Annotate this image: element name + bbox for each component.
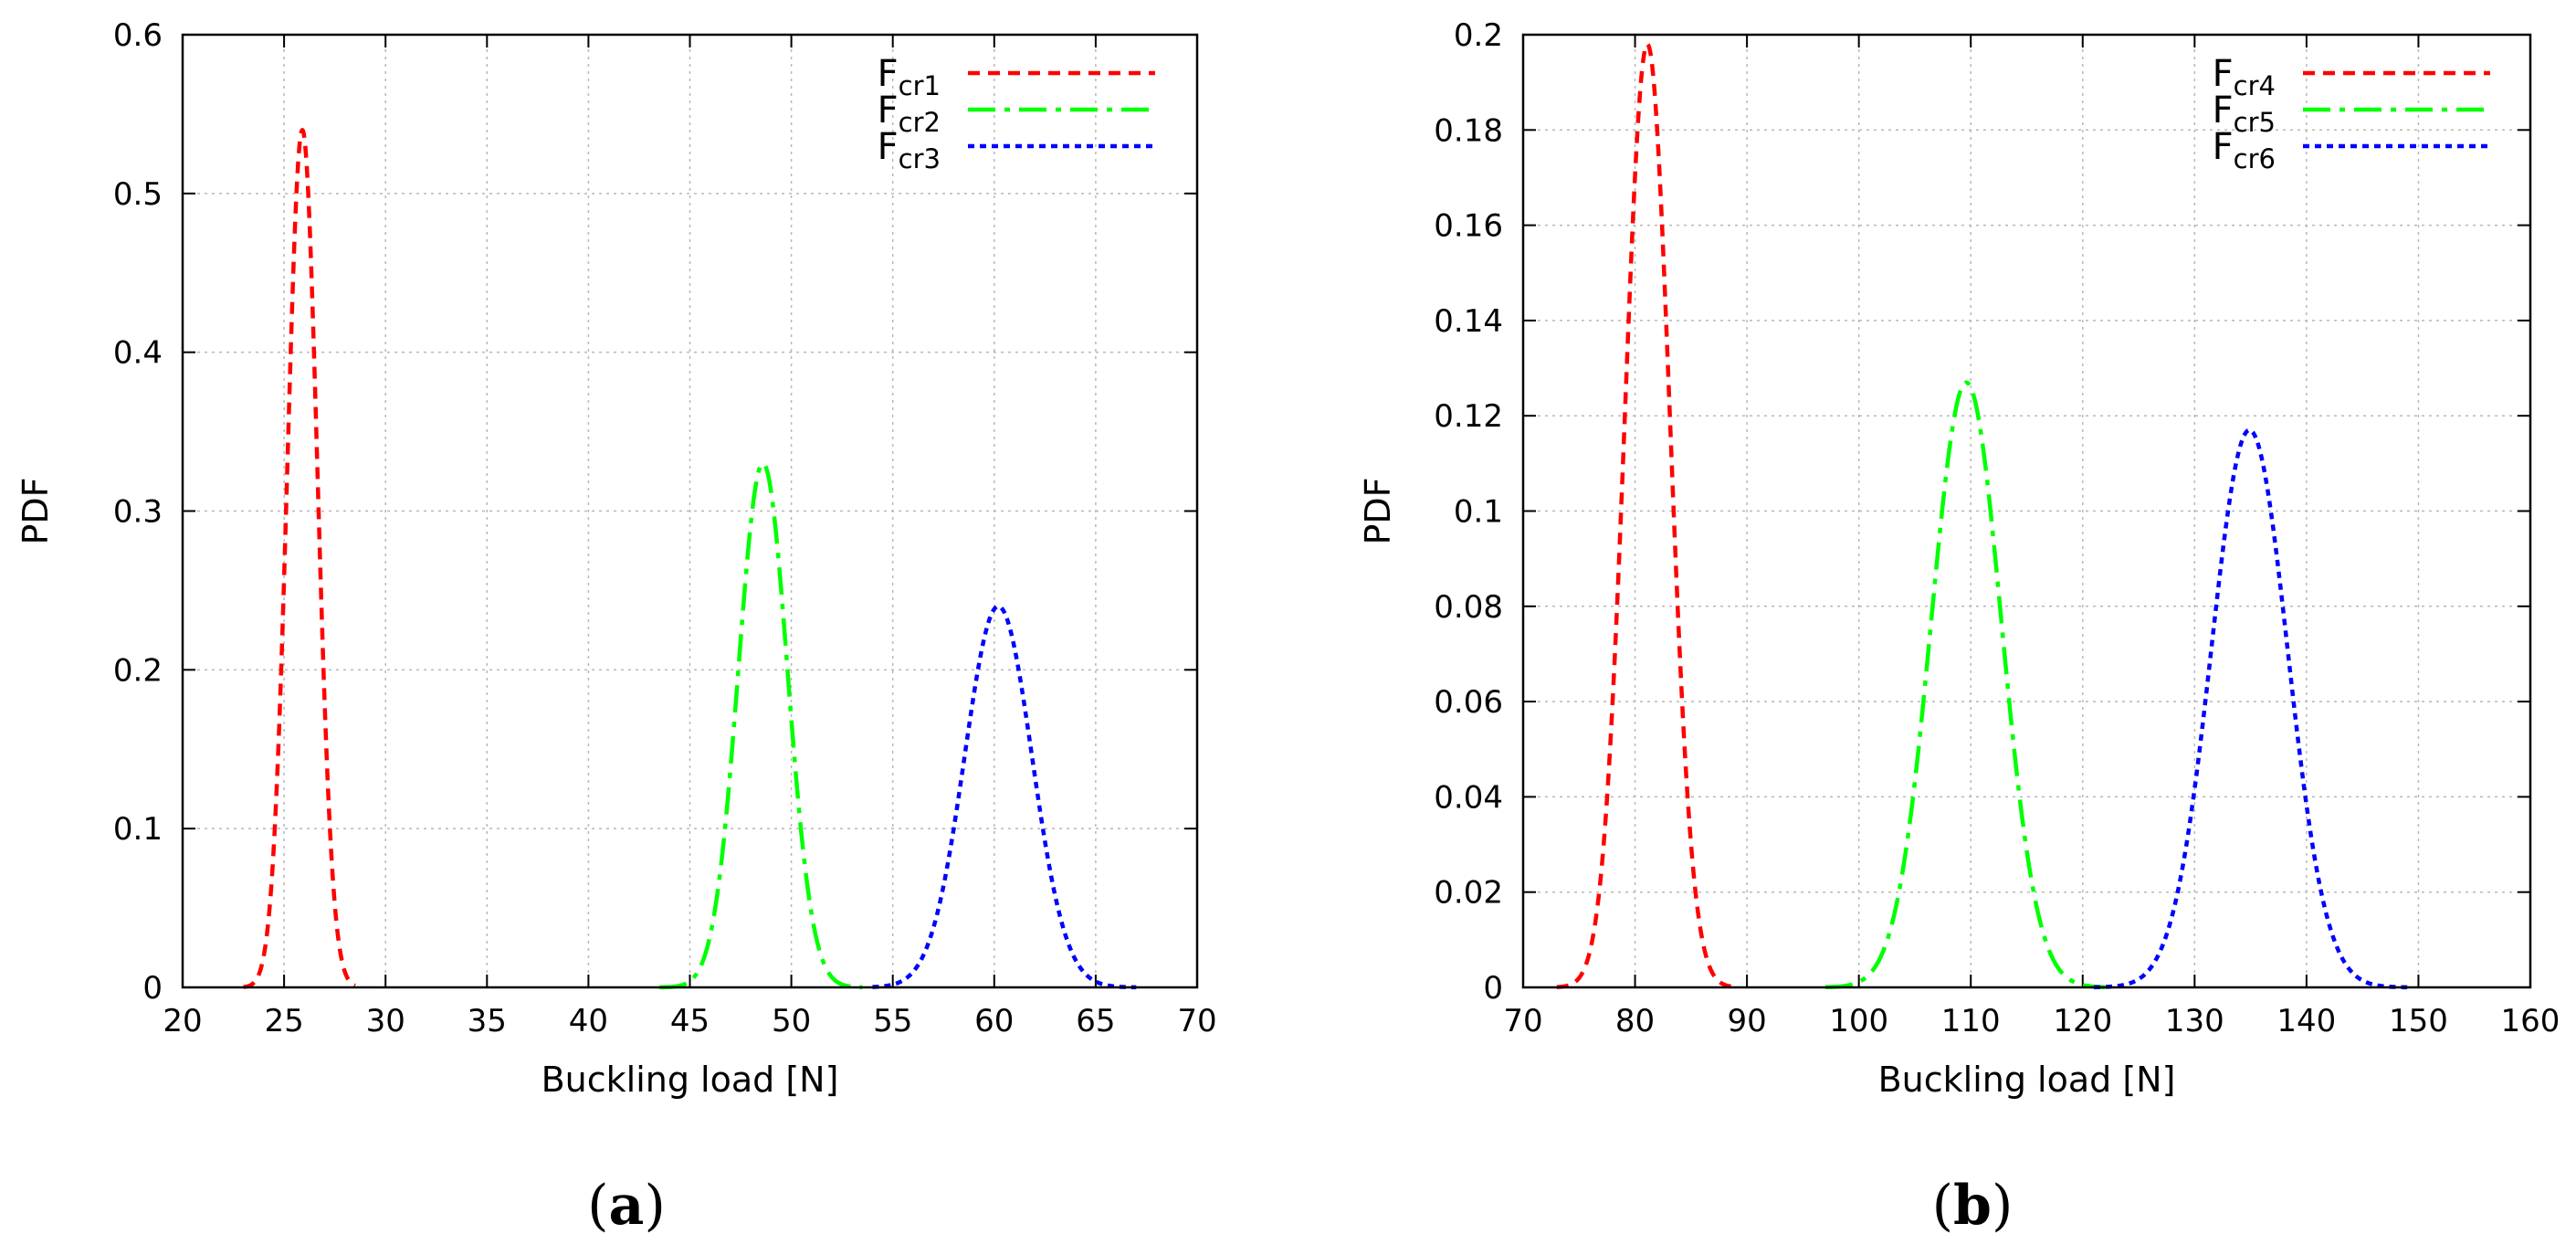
legend-label-main: F [2213,126,2234,168]
legend-label-sub: cr5 [2234,107,2276,138]
legend-label-sub: cr1 [899,70,941,101]
x-tick-label: 30 [366,1003,405,1039]
x-tick-label: 80 [1615,1003,1655,1039]
legend-label: Fcr5 [2213,90,2276,138]
legend-label-main: F [2213,53,2234,95]
x-tick-label: 150 [2389,1003,2448,1039]
legend-label: Fcr2 [878,90,941,138]
y-tick-label: 0.08 [1434,589,1503,626]
y-tick-label: 0.02 [1434,875,1503,912]
x-tick-label: 90 [1727,1003,1766,1039]
x-tick-label: 140 [2276,1003,2336,1039]
x-tick-label: 70 [1177,1003,1216,1039]
legend-label: Fcr4 [2213,53,2276,101]
legend-label-sub: cr3 [899,143,941,174]
legend-label-main: F [878,90,899,132]
y-tick-label: 0.5 [113,176,163,213]
x-tick-label: 35 [468,1003,507,1039]
y-tick-label: 0 [1483,970,1503,1007]
series-line-Fcr2 [657,461,864,990]
y-axis-title: PDF [16,477,56,544]
legend-label-sub: cr2 [899,107,941,138]
series-line-Fcr5 [1824,380,2107,990]
chart-b: 70 80 90 100 110 120 130 140 150 160 0 0.02 0.04 0.06… [1358,17,2560,1238]
x-tick-label: 20 [163,1003,202,1039]
series-line-Fcr3 [871,604,1138,990]
x-tick-label: 70 [1503,1003,1542,1039]
y-tick-label: 0.06 [1434,684,1503,721]
y-tick-label: 0.1 [1454,494,1503,531]
series-line-Fcr6 [2093,427,2409,990]
caption-letter: b [1953,1174,1992,1238]
series-line-Fcr1 [241,128,357,989]
x-tick-label: 40 [569,1003,608,1039]
subfigure-caption: (b) [1932,1174,2013,1238]
y-tick-label: 0.1 [113,811,163,848]
x-tick-label: 60 [974,1003,1014,1039]
y-tick-label: 0.12 [1434,398,1503,435]
legend-label-sub: cr4 [2234,70,2276,101]
legend-label-main: F [878,53,899,95]
x-tick-label: 120 [2053,1003,2112,1039]
y-tick-label: 0.2 [1454,17,1503,54]
y-tick-label: 0 [142,970,163,1007]
y-axis-title: PDF [1358,477,1398,544]
y-tick-label: 0.2 [113,652,163,689]
y-tick-label: 0.18 [1434,112,1503,149]
x-tick-label: 45 [670,1003,710,1039]
y-tick-label: 0.3 [113,494,163,531]
y-tick-label: 0.14 [1434,303,1503,340]
legend-label-sub: cr6 [2234,143,2276,174]
y-tick-label: 0.04 [1434,779,1503,816]
y-tick-label: 0.16 [1434,208,1503,245]
legend-label: Fcr6 [2213,126,2276,174]
x-tick-label: 110 [1941,1003,2001,1039]
x-tick-label: 100 [1829,1003,1888,1039]
plot-frame [1521,33,2532,989]
legend-label: Fcr1 [878,53,941,101]
y-tick-label: 0.6 [113,17,163,54]
y-tick-label: 0.4 [113,335,163,372]
subfigure-caption: (a) [587,1174,666,1238]
x-tick-label: 65 [1076,1003,1115,1039]
plot-frame [181,33,1199,989]
legend-label-main: F [878,126,899,168]
caption-letter: a [609,1174,645,1238]
x-tick-label: 55 [873,1003,912,1039]
chart-a: 20 25 30 35 40 45 50 55 60 65 70 0 0.1 0.2 0.3 0.4 0.5 0.… [16,17,1217,1238]
x-tick-label: 130 [2165,1003,2224,1039]
x-tick-label: 50 [772,1003,811,1039]
series-line-Fcr4 [1555,42,1738,989]
x-tick-label: 25 [264,1003,303,1039]
legend-label-main: F [2213,90,2234,132]
x-axis-title: Buckling load [N] [541,1060,839,1100]
x-axis-title: Buckling load [N] [1878,1060,2176,1100]
x-tick-label: 160 [2501,1003,2560,1039]
legend-label: Fcr3 [878,126,941,174]
